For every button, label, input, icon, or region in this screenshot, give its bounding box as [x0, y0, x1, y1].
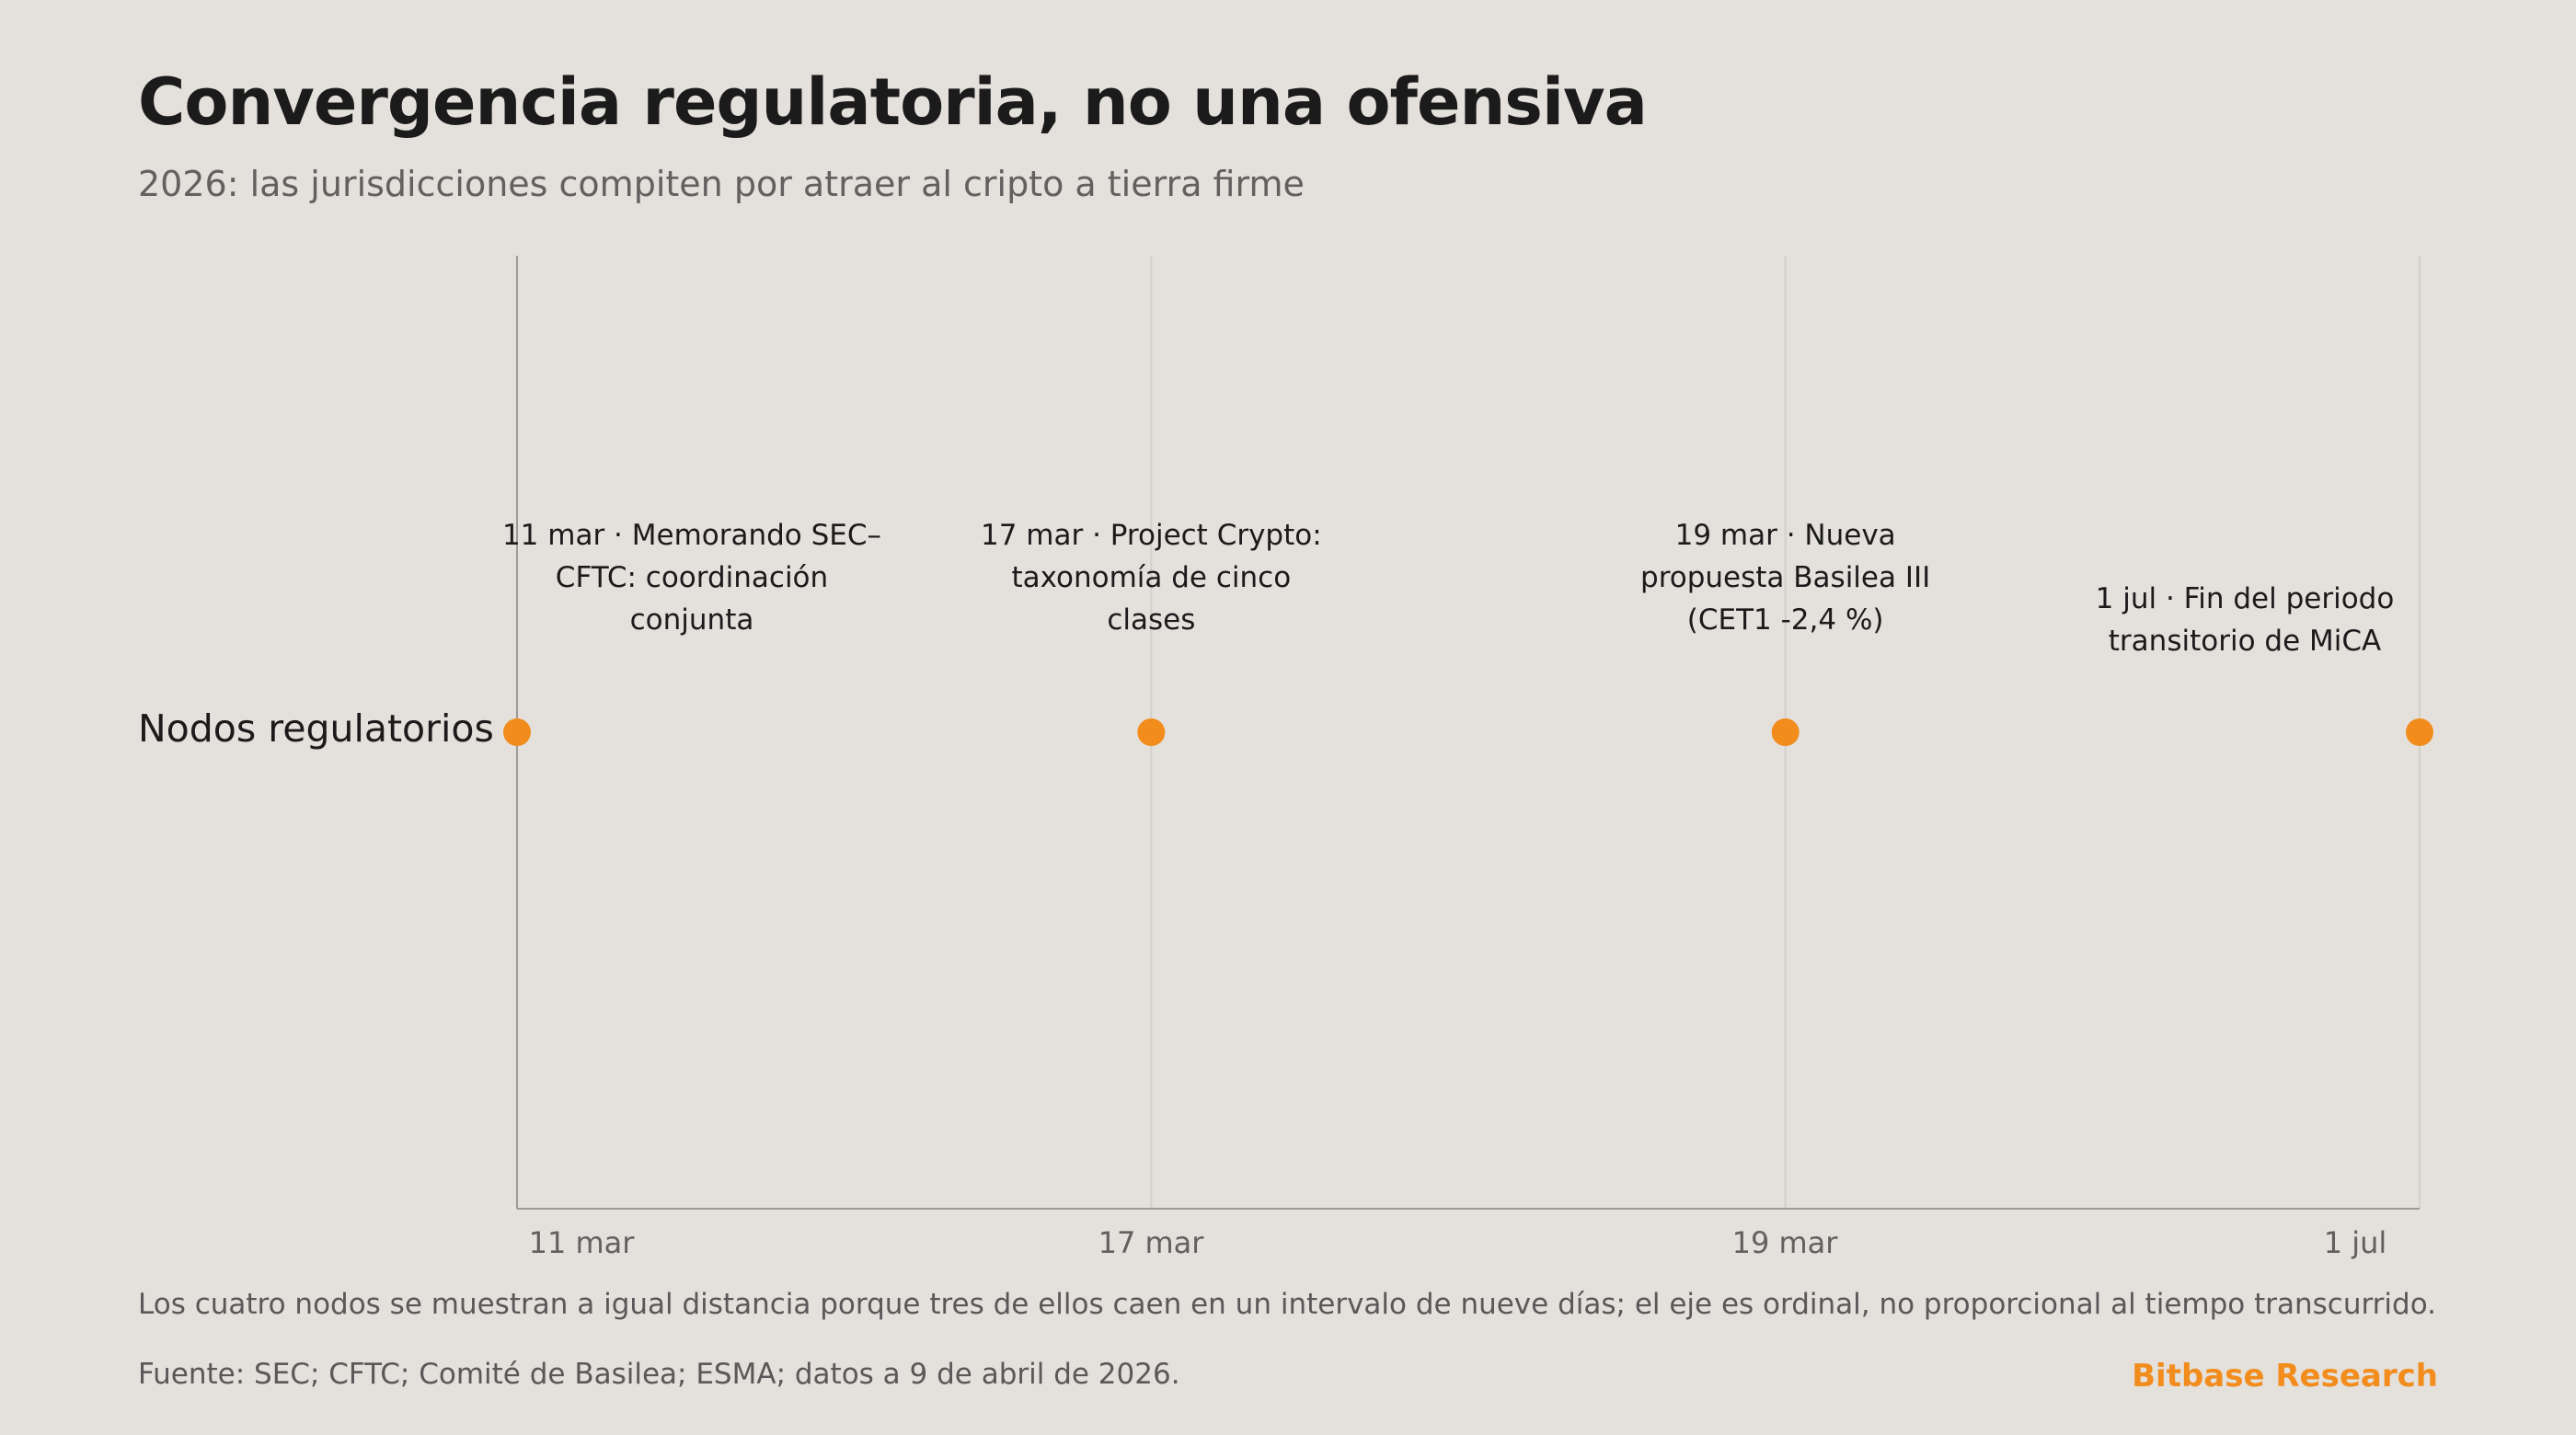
x-tick-label: 1 jul — [2323, 1225, 2387, 1260]
chart-title: Convergencia regulatoria, no una ofensiv… — [138, 64, 1648, 140]
event-marker — [503, 718, 531, 746]
x-tick-label: 19 mar — [1731, 1225, 1838, 1260]
chart-subtitle: 2026: las jurisdicciones compiten por at… — [138, 164, 1305, 204]
event-annotation: 17 mar · Project Crypto: taxonomía de ci… — [980, 519, 1322, 637]
y-category-label: Nodos regulatorios — [138, 706, 494, 751]
axes — [516, 256, 2420, 1210]
event-marker — [1771, 718, 1800, 746]
event-annotation: 1 jul · Fin del periodo transitorio de M… — [2095, 582, 2395, 658]
event-marker — [1137, 718, 1166, 746]
timeline-chart — [503, 256, 2433, 1210]
x-tick-label: 17 mar — [1098, 1225, 1204, 1260]
chart-note: Los cuatro nodos se muestran a igual dis… — [138, 1288, 2436, 1321]
event-marker — [2406, 718, 2433, 746]
brand-logo: Bitbase Research — [2132, 1358, 2438, 1395]
event-markers — [503, 718, 2433, 746]
event-annotation: 11 mar · Memorando SEC–CFTC: coordinació… — [501, 519, 882, 637]
event-annotation: 19 mar · Nueva propuesta Basilea III (CE… — [1640, 519, 1931, 637]
source-note: Fuente: SEC; CFTC; Comité de Basilea; ES… — [138, 1358, 1180, 1391]
x-tick-label: 11 mar — [528, 1225, 635, 1260]
